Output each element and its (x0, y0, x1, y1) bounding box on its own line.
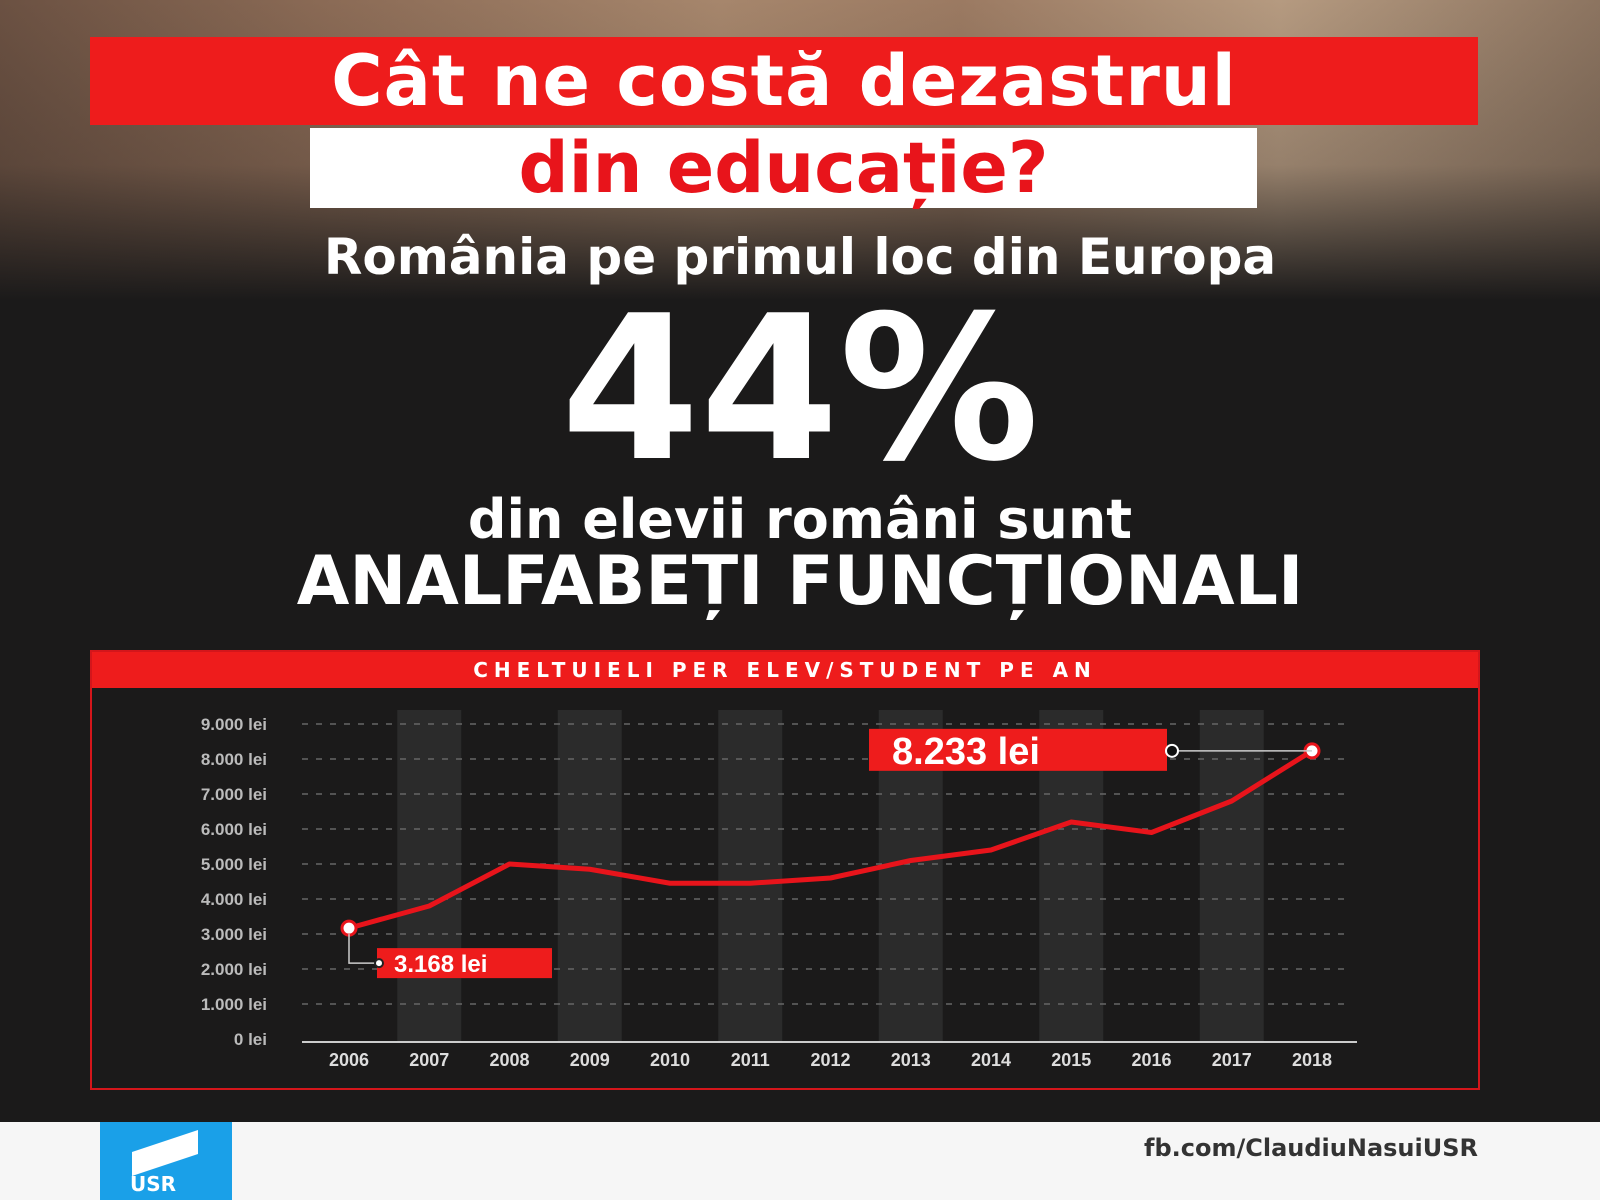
usr-flag-icon (132, 1130, 198, 1176)
stat-line-1: din elevii români sunt (467, 488, 1133, 551)
footer: USR fb.com/ClaudiuNasuiUSR (0, 1122, 1600, 1200)
y-tick-label: 3.000 lei (201, 925, 267, 944)
x-tick-label: 2010 (650, 1050, 690, 1070)
y-tick-label: 2.000 lei (201, 960, 267, 979)
logo-text: USR (130, 1172, 177, 1196)
x-tick-label: 2008 (489, 1050, 529, 1070)
facebook-link[interactable]: fb.com/ClaudiuNasuiUSR (1144, 1134, 1478, 1162)
annotation-box (377, 948, 552, 979)
annotation-dot (374, 958, 384, 969)
y-tick-label: 4.000 lei (201, 890, 267, 909)
y-tick-label: 5.000 lei (201, 855, 267, 874)
x-tick-label: 2017 (1212, 1050, 1252, 1070)
x-tick-label: 2016 (1131, 1050, 1171, 1070)
x-tick-label: 2006 (329, 1050, 369, 1070)
y-tick-label: 8.000 lei (201, 750, 267, 769)
column-stripe (1199, 710, 1264, 1042)
x-tick-label: 2007 (409, 1050, 449, 1070)
title-line-2: din educație? (310, 128, 1257, 208)
x-tick-label: 2011 (731, 1050, 770, 1070)
annotation-leader (348, 934, 377, 964)
annotation-box (869, 728, 1167, 771)
column-stripe (557, 710, 622, 1042)
x-tick-label: 2015 (1051, 1050, 1091, 1070)
y-tick-label: 6.000 lei (201, 820, 267, 839)
chart-title: CHELTUIELI PER ELEV/STUDENT PE AN (92, 652, 1478, 688)
data-point (340, 919, 358, 937)
big-stat: 44% (560, 273, 1040, 506)
x-tick-label: 2013 (891, 1050, 931, 1070)
title-line-1: Cât ne costă dezastrul (90, 37, 1478, 125)
series-line (348, 748, 1314, 931)
y-tick-label: 9.000 lei (201, 715, 267, 734)
line-chart: 0 lei 1.000 lei 2.000 lei 3.000 lei 4.000 le… (201, 710, 1357, 1070)
annotation-dot (1165, 743, 1179, 758)
stat-line-2: ANALFABEȚI FUNCȚIONALI (296, 542, 1304, 621)
column-stripe (718, 710, 783, 1042)
x-tick-label: 2012 (810, 1050, 850, 1070)
y-tick-label: 7.000 lei (201, 785, 267, 804)
y-tick-label: 0 lei (234, 1030, 267, 1049)
column-stripe (397, 710, 462, 1042)
x-tick-label: 2018 (1292, 1050, 1332, 1070)
x-tick-label: 2014 (971, 1050, 1011, 1070)
chart-panel: CHELTUIELI PER ELEV/STUDENT PE AN 0 lei 1… (90, 650, 1480, 1090)
annotation-label-last: 8.233 lei (892, 731, 1040, 773)
annotation-label-first: 3.168 lei (394, 951, 487, 978)
x-tick-label: 2009 (570, 1050, 610, 1070)
subtitle: România pe primul loc din Europa (323, 228, 1277, 286)
y-tick-label: 1.000 lei (201, 995, 267, 1014)
usr-logo: USR (100, 1122, 232, 1200)
